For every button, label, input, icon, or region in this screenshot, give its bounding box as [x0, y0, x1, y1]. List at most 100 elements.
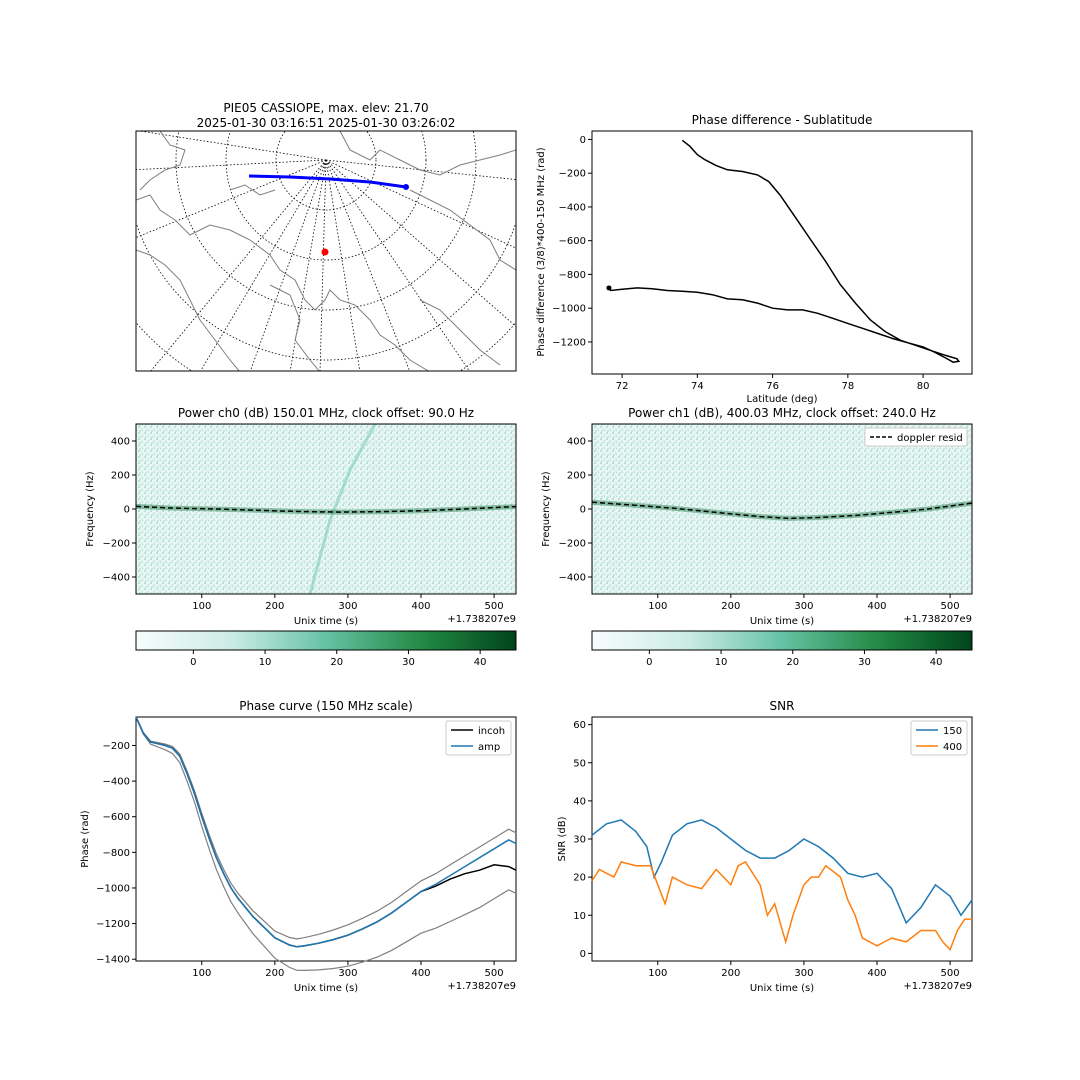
- phase-diff-xtick-label: 74: [691, 381, 704, 392]
- snr-panel: SNR 100 200 300 400 500 0 10 20 30 40 50 60 150 400…: [557, 699, 973, 994]
- phase-diff-ytick-label: −400: [559, 202, 586, 213]
- power-ch0-cbar-tick-label: 10: [259, 657, 272, 668]
- phase-curve-ytick-label: −200: [103, 741, 130, 752]
- snr-lines: [591, 819, 973, 951]
- power-ch1-legend-box: [864, 427, 968, 447]
- phase-curve-xlabel: Unix time (s): [294, 983, 358, 994]
- snr-legend: 150 400: [910, 720, 968, 756]
- power-ch1-ylabel: Frequency (Hz): [541, 471, 552, 547]
- power-ch0-ytick-label: 400: [111, 437, 130, 448]
- power-ch1-xtick-label: 400: [867, 601, 886, 612]
- power-ch0-offset: +1.738207e9: [447, 614, 516, 625]
- phase-curve-ytick-label: −800: [103, 848, 130, 859]
- phase-curve-ytick-label: −1200: [96, 919, 130, 930]
- phase-curve-lines: [135, 716, 517, 972]
- phase-curve-title: Phase curve (150 MHz scale): [239, 699, 413, 713]
- snr-ytick-label: 20: [573, 873, 586, 884]
- snr-line-400: [591, 860, 972, 951]
- map-coastlines: [136, 131, 516, 371]
- power-ch0-xtick-label: 500: [485, 601, 504, 612]
- snr-ylabel: SNR (dB): [557, 816, 568, 861]
- station-marker: [321, 248, 329, 256]
- snr-xtick-label: 400: [867, 968, 886, 979]
- phase-curve-ytick-label: −1000: [96, 883, 130, 894]
- power-ch1-ytick-label: −400: [559, 573, 586, 584]
- phase-curve-xtick-label: 300: [338, 968, 357, 979]
- phase-curve-xtick-label: 500: [485, 968, 504, 979]
- phase-diff-line-0: [608, 139, 961, 363]
- power-ch0-cbar-tick-label: 30: [402, 657, 415, 668]
- power-ch0-xtick-label: 100: [192, 601, 211, 612]
- snr-xtick-label: 100: [648, 968, 667, 979]
- phase-diff-ytick-label: −1200: [552, 337, 586, 348]
- phase-diff-ticks: 72 74 76 78 80 0 −200 −400 −600 −800 −1000 −1200: [552, 135, 929, 392]
- map-subtitle: 2025-01-30 03:16:51 2025-01-30 03:26:02: [197, 116, 456, 130]
- power-ch0-xtick-label: 200: [265, 601, 284, 612]
- phase-diff-end-marker: [606, 285, 612, 291]
- phase-diff-panel: Phase difference - Sublatitude 72 74 76 78 8…: [536, 113, 973, 405]
- satellite-track: [248, 174, 407, 189]
- power-ch1-ytick-label: 400: [567, 437, 586, 448]
- power-ch1-title: Power ch1 (dB), 400.03 MHz, clock offset…: [628, 406, 936, 420]
- phase-diff-ytick-label: −600: [559, 236, 586, 247]
- power-ch1-legend-label: doppler resid: [897, 433, 963, 444]
- power-ch0-ytick-label: −400: [103, 573, 130, 584]
- map-panel: PIE05 CASSIOPE, max. elev: 21.70 2025-01…: [135, 101, 517, 372]
- phase-diff-ytick-label: −1000: [552, 304, 586, 315]
- phase-curve-xtick-label: 200: [265, 968, 284, 979]
- snr-legend-400: 400: [943, 742, 962, 753]
- power-ch1-xtick-label: 200: [721, 601, 740, 612]
- map-graticule: [136, 131, 516, 371]
- map-area: [136, 131, 516, 371]
- snr-ticks: 100 200 300 400 500 0 10 20 30 40 50 60: [573, 720, 959, 979]
- power-ch0-cbar-tick-label: 0: [190, 657, 196, 668]
- snr-legend-150: 150: [943, 726, 962, 737]
- power-ch1-xtick-label: 300: [794, 601, 813, 612]
- power-ch0-colorbar-ticks: 0 10 20 30 40: [190, 650, 487, 668]
- map-title: PIE05 CASSIOPE, max. elev: 21.70: [223, 101, 428, 115]
- phase-curve-lower-bound: [135, 716, 517, 972]
- power-ch0-interference-trace: [308, 423, 377, 595]
- power-ch0-title: Power ch0 (dB) 150.01 MHz, clock offset:…: [178, 406, 474, 420]
- phase-curve-upper-bound: [135, 716, 517, 940]
- phase-curve-legend: incoh amp: [445, 720, 512, 756]
- phase-curve-ytick-label: −1400: [96, 955, 130, 966]
- power-ch1-colorbar-ticks: 0 10 20 30 40: [646, 650, 943, 668]
- phase-diff-title: Phase difference - Sublatitude: [692, 113, 873, 127]
- power-ch1-xtick-label: 500: [941, 601, 960, 612]
- power-ch1-ytick-label: 200: [567, 471, 586, 482]
- snr-ytick-label: 40: [573, 796, 586, 807]
- phase-curve-ytick-label: −600: [103, 812, 130, 823]
- power-ch1-cbar-tick-label: 10: [715, 657, 728, 668]
- power-ch1-curve: [591, 499, 973, 521]
- power-ch1-cbar-tick-label: 20: [786, 657, 799, 668]
- snr-offset: +1.738207e9: [903, 981, 972, 992]
- power-ch0-xtick-label: 400: [411, 601, 430, 612]
- power-ch1-heatmap: [592, 424, 972, 594]
- power-ch1-panel: Power ch1 (dB), 400.03 MHz, clock offset…: [541, 406, 973, 668]
- power-ch1-cbar-tick-label: 0: [646, 657, 652, 668]
- power-ch1-colorbar: [591, 630, 973, 651]
- phase-curve-legend-incoh: incoh: [478, 726, 505, 737]
- power-ch0-ticks: 100 200 300 400 500 400 200 0 −200 −400: [103, 437, 504, 613]
- power-ch0-panel: Power ch0 (dB) 150.01 MHz, clock offset:…: [85, 406, 517, 668]
- phase-diff-xlabel: Latitude (deg): [747, 394, 818, 405]
- phase-diff-ytick-label: −200: [559, 169, 586, 180]
- phase-curve-panel: Phase curve (150 MHz scale) 100 200 300 400…: [80, 699, 517, 994]
- power-ch1-xtick-label: 100: [648, 601, 667, 612]
- phase-curve-ticks: 100 200 300 400 500 −200 −400 −600 −800 −1000 −120…: [96, 741, 503, 979]
- phase-curve-xtick-label: 100: [192, 968, 211, 979]
- phase-curve-legend-amp: amp: [478, 742, 500, 753]
- power-ch0-curve: [135, 503, 517, 515]
- power-ch1-doppler-resid: [591, 501, 973, 520]
- power-ch0-ytick-label: 0: [124, 505, 130, 516]
- power-ch0-cbar-tick-label: 40: [474, 657, 487, 668]
- phase-diff-xtick-label: 76: [766, 381, 779, 392]
- power-ch1-ticks: 100 200 300 400 500 400 200 0 −200 −400: [559, 437, 960, 613]
- phase-curve-xtick-label: 400: [411, 968, 430, 979]
- power-ch0-xlabel: Unix time (s): [294, 616, 358, 627]
- phase-diff-xtick-label: 80: [917, 381, 930, 392]
- phase-curve-offset: +1.738207e9: [447, 981, 516, 992]
- power-ch1-ytick-label: −200: [559, 539, 586, 550]
- phase-diff-ytick-label: −800: [559, 270, 586, 281]
